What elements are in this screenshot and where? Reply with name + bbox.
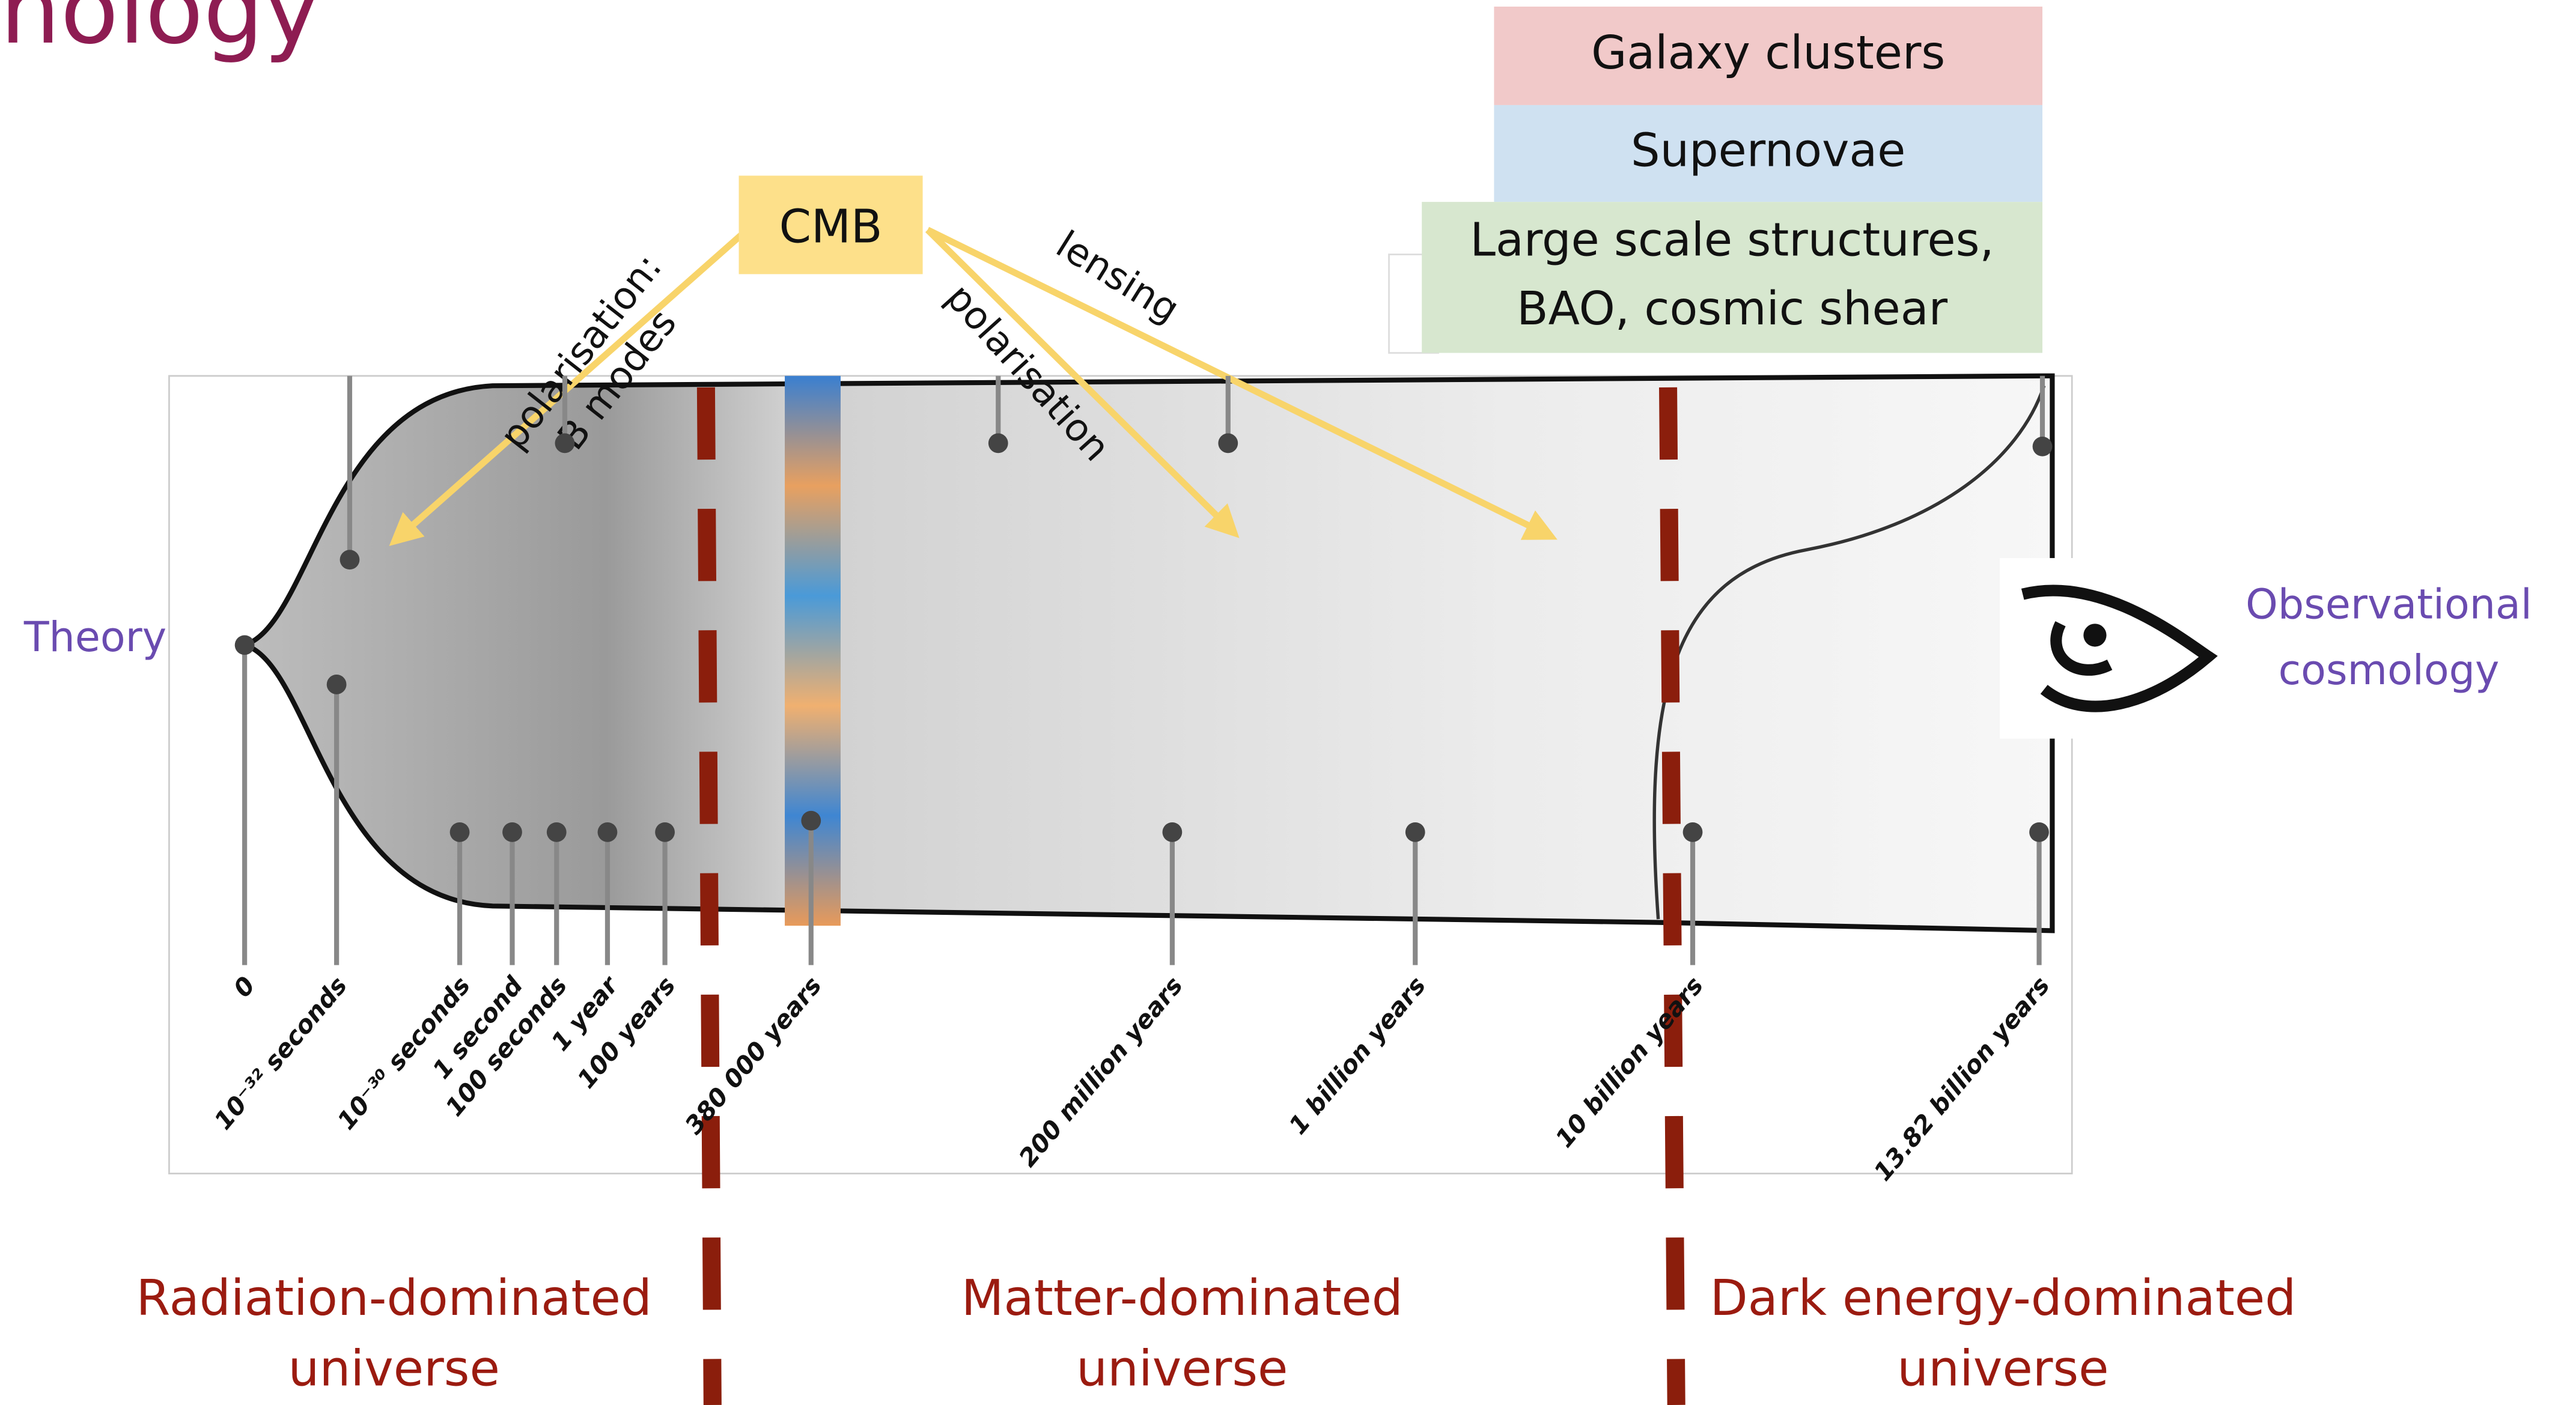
pin-dot bbox=[555, 433, 575, 453]
pin-dot bbox=[655, 822, 675, 842]
probe-label: BAO, cosmic shear bbox=[1517, 282, 1947, 336]
pin-dot bbox=[988, 433, 1008, 453]
pin-dot bbox=[2029, 822, 2049, 842]
pin-dot bbox=[1405, 822, 1425, 842]
probe-label: Supernovae bbox=[1631, 124, 1905, 178]
universe-shape bbox=[245, 376, 2052, 931]
pin-dot bbox=[1162, 822, 1182, 842]
pin-dot bbox=[1683, 822, 1703, 842]
pin-dot bbox=[801, 811, 821, 831]
probe-label: Large scale structures, bbox=[1470, 213, 1994, 267]
page: {"header": {"title": "nology"}, "probes"… bbox=[0, 0, 2576, 1405]
cmb-label: CMB bbox=[779, 201, 883, 254]
era-label: Matter-dominated bbox=[961, 1270, 1403, 1327]
arrow-label: lensing bbox=[1049, 222, 1187, 332]
observational-label: cosmology bbox=[2279, 647, 2500, 694]
probe-label: Galaxy clusters bbox=[1591, 26, 1945, 80]
era-label: Radiation-dominated bbox=[136, 1270, 652, 1327]
era-label: universe bbox=[288, 1341, 500, 1398]
pin-dot bbox=[1218, 433, 1238, 453]
pin-dot bbox=[502, 822, 522, 842]
era-label: universe bbox=[1076, 1341, 1288, 1398]
slide-title: nology bbox=[0, 0, 320, 65]
slide: nology Galaxy clusters Supernovae Large sc… bbox=[0, 0, 2576, 1405]
era-divider bbox=[706, 387, 713, 1405]
pin-dot bbox=[235, 635, 255, 655]
theory-label: Theory bbox=[23, 614, 166, 661]
eye-pupil bbox=[2083, 624, 2106, 646]
arrow-label-line: lensing bbox=[1049, 222, 1187, 332]
pin-dot bbox=[340, 550, 360, 569]
pin-dot bbox=[327, 675, 347, 694]
pin-dot bbox=[547, 822, 567, 842]
era-label: universe bbox=[1897, 1341, 2109, 1398]
observational-label: Observational bbox=[2246, 581, 2532, 629]
pin-dot bbox=[598, 822, 618, 842]
era-label: Dark energy-dominated bbox=[1710, 1270, 2297, 1327]
pin-dot bbox=[450, 822, 470, 842]
eye-box bbox=[2000, 558, 2262, 739]
pin-dot bbox=[2033, 437, 2053, 457]
era-divider bbox=[1668, 387, 1676, 1405]
